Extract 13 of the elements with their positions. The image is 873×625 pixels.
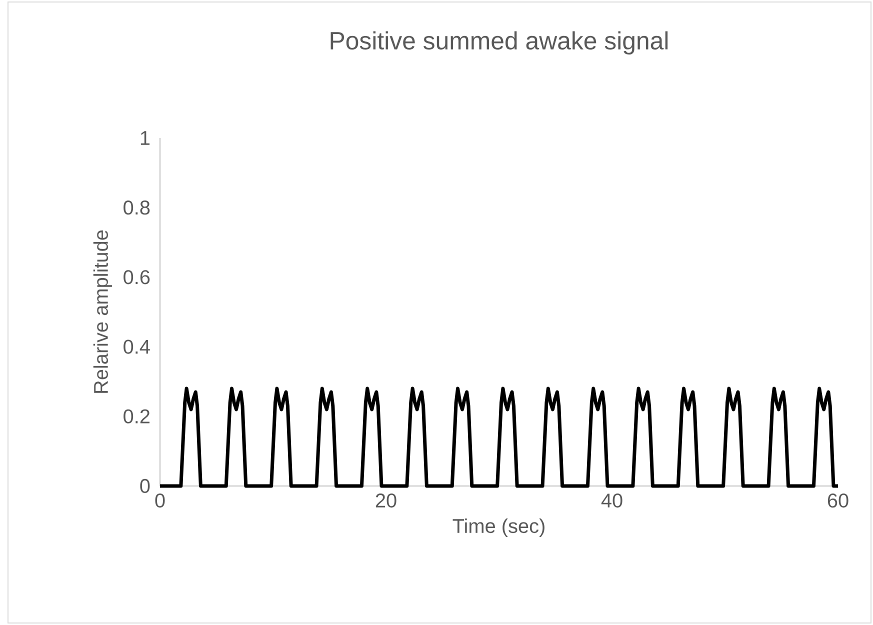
y-tick-label: 0.6 xyxy=(124,270,150,284)
y-tick-label: 0 xyxy=(140,478,150,494)
x-axis-title: Time (sec) xyxy=(452,518,544,538)
y-tick-label: 0.2 xyxy=(124,409,150,424)
x-tick-label: 20 xyxy=(376,494,396,508)
y-tick-label: 1 xyxy=(140,131,150,145)
y-axis-title: Relarive amplitude xyxy=(93,230,112,393)
x-tick-label: 0 xyxy=(155,494,165,508)
x-tick-label: 60 xyxy=(828,494,848,508)
y-tick-label: 0.4 xyxy=(124,340,150,354)
chart-title: Positive summed awake signal xyxy=(330,31,668,54)
x-tick-label: 40 xyxy=(601,494,622,508)
y-tick-label: 0.8 xyxy=(124,200,150,215)
